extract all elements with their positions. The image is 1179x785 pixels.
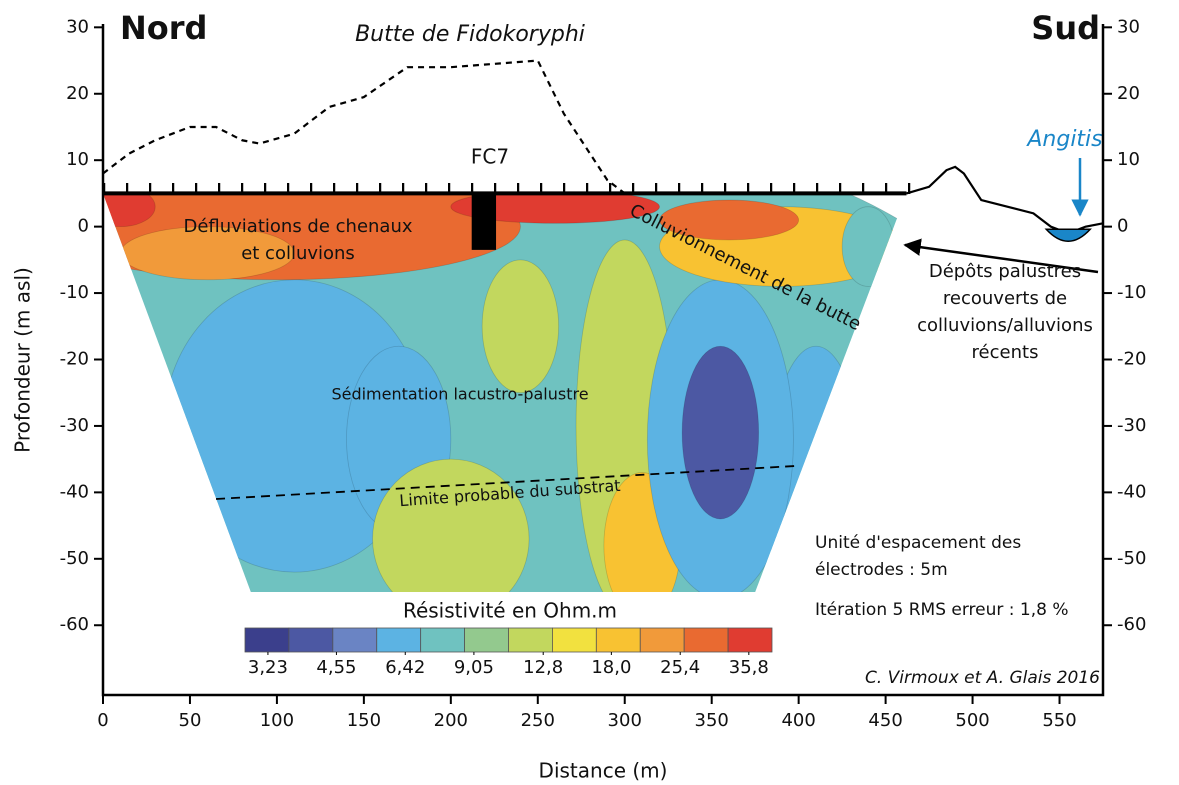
colorbar-cell — [376, 627, 422, 653]
y-tick-label: -10 — [60, 282, 89, 303]
resistivity-zone — [372, 458, 530, 593]
note: Unité d'espacement des — [815, 533, 1021, 553]
y-tick-label: -20 — [60, 349, 89, 370]
resistivity-zone — [481, 259, 560, 394]
annotation: et colluvions — [241, 243, 355, 264]
y2-tick-label: -50 — [1117, 548, 1146, 569]
y-tick-label: -60 — [60, 614, 89, 635]
colorbar-tick-label: 9,05 — [454, 657, 494, 678]
resistivity-zone — [841, 206, 895, 287]
y2-tick-label: 0 — [1117, 216, 1128, 237]
x-tick-label: 350 — [695, 710, 729, 731]
y2-tick-label: -20 — [1117, 349, 1146, 370]
y2-tick-label: 10 — [1117, 149, 1140, 170]
colorbar-tick-label: 3,23 — [248, 657, 288, 678]
annotation: recouverts de — [943, 288, 1067, 309]
x-tick-label: 250 — [521, 710, 555, 731]
colorbar-cell — [683, 627, 729, 653]
colorbar-tick-label: 4,55 — [316, 657, 356, 678]
electrodes — [103, 183, 918, 194]
colorbar-tick-label: 25,4 — [660, 657, 700, 678]
colorbar-tick-label: 12,8 — [523, 657, 563, 678]
annotation: récents — [972, 342, 1039, 363]
x-tick-label: 50 — [179, 710, 202, 731]
colorbar-cell — [552, 627, 597, 653]
y2-tick-label: -60 — [1117, 614, 1146, 635]
x-tick-label: 450 — [868, 710, 902, 731]
colorbar-tick-label: 18,0 — [591, 657, 631, 678]
colorbar-tick-label: 35,8 — [729, 657, 769, 678]
colorbar-cell — [508, 627, 553, 653]
borehole — [471, 193, 497, 250]
x-tick-label: 500 — [955, 710, 989, 731]
resistivity-zone — [681, 345, 760, 520]
colorbar-title: Résistivité en Ohm.m — [403, 599, 617, 623]
resistivity-zone — [450, 193, 660, 224]
x-tick-label: 200 — [434, 710, 468, 731]
colorbar-cell — [595, 627, 641, 653]
x-tick-label: 0 — [97, 710, 108, 731]
borehole-label: FC7 — [471, 145, 509, 169]
arrow — [903, 238, 1099, 274]
x-tick-label: 300 — [608, 710, 642, 731]
y2-tick-label: 30 — [1117, 16, 1140, 37]
y2-tick-label: -10 — [1117, 282, 1146, 303]
x-tick-label: 550 — [1042, 710, 1076, 731]
colorbar-cell — [288, 627, 334, 653]
colorbar-cell — [464, 627, 509, 653]
colorbar-tick-label: 6,42 — [385, 657, 425, 678]
note: Itération 5 RMS erreur : 1,8 % — [815, 600, 1069, 620]
colorbar-cell — [332, 627, 378, 653]
resistivity-zone — [103, 193, 156, 228]
annotation: Sédimentation lacustro-palustre — [331, 385, 588, 404]
y-tick-label: -40 — [60, 481, 89, 502]
annotation: colluvions/alluvions — [917, 315, 1093, 336]
x-axis-label: Distance (m) — [539, 759, 668, 783]
note: électrodes : 5m — [815, 560, 948, 580]
y-tick-label: 0 — [78, 216, 89, 237]
substrate-line — [215, 464, 799, 500]
y2-tick-label: -40 — [1117, 481, 1146, 502]
y-tick-label: -50 — [60, 548, 89, 569]
y2-tick-label: 20 — [1117, 83, 1140, 104]
colorbar-cell — [727, 627, 773, 653]
ground-line — [906, 165, 1104, 235]
colorbar-cell — [639, 627, 685, 653]
colorbar-cell — [420, 627, 465, 653]
annotation: Défluviations de chenaux — [183, 216, 412, 237]
y-axis-label: Profondeur (m asl) — [11, 267, 35, 453]
river-label: Angitis — [1025, 127, 1102, 152]
hill-label: Butte de Fidokoryphi — [355, 22, 585, 47]
credit: C. Virmoux et A. Glais 2016 — [865, 668, 1100, 688]
topography-line — [102, 59, 626, 195]
x-tick-label: 100 — [260, 710, 294, 731]
colorbar-cell — [244, 627, 290, 653]
annotation: Dépôts palustres — [929, 261, 1081, 282]
title-right: Sud — [1031, 9, 1100, 47]
x-tick-label: 400 — [781, 710, 815, 731]
resistivity-zone — [659, 199, 800, 241]
title-left: Nord — [120, 9, 207, 47]
y-tick-label: -30 — [60, 415, 89, 436]
section — [103, 193, 907, 593]
y-tick-label: 20 — [66, 83, 89, 104]
river — [1044, 228, 1092, 243]
y-tick-label: 10 — [66, 149, 89, 170]
x-tick-label: 150 — [347, 710, 381, 731]
y-tick-label: 30 — [66, 16, 89, 37]
y2-tick-label: -30 — [1117, 415, 1146, 436]
